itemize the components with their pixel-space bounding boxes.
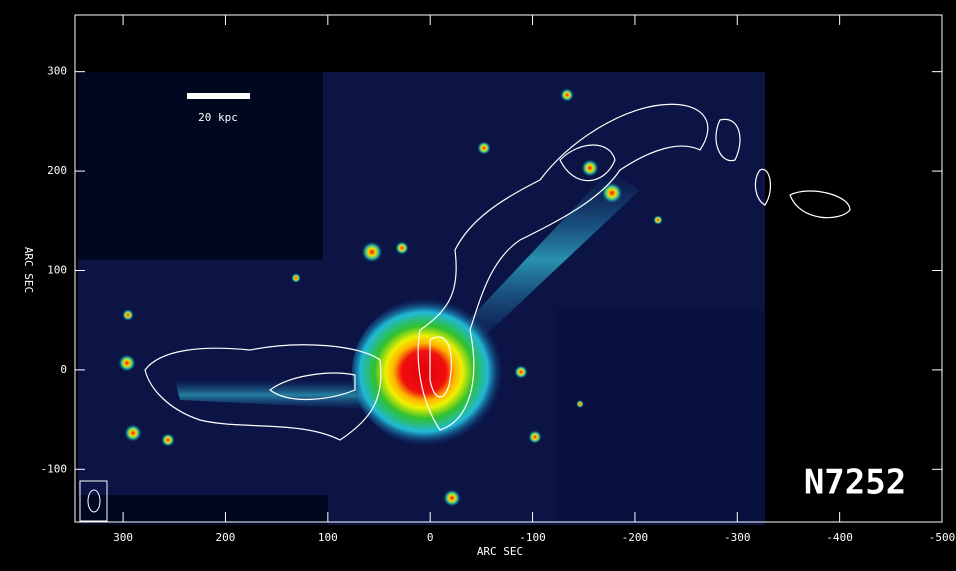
figure: 20 kpc N7252 ARC SEC ARC SEC 300 200 100 0 -…: [0, 0, 956, 571]
x-tick-label: 300: [113, 531, 133, 544]
y-tick-label: 200: [47, 164, 67, 177]
scale-label: 20 kpc: [198, 111, 238, 124]
y-tick-label: -100: [41, 462, 68, 475]
x-tick-label: -300: [724, 531, 751, 544]
scale-bar: [187, 93, 250, 99]
x-tick-label: -500: [929, 531, 956, 544]
y-tick-label: 100: [47, 263, 67, 276]
x-tick-label: -400: [826, 531, 853, 544]
x-axis-label: ARC SEC: [477, 545, 523, 558]
x-tick-label: 0: [427, 531, 434, 544]
x-tick-label: 200: [216, 531, 236, 544]
x-tick-label: -200: [622, 531, 649, 544]
y-tick-label: 300: [47, 65, 67, 78]
y-tick-label: 0: [60, 363, 67, 376]
x-tick-label: 100: [318, 531, 338, 544]
x-tick-label: -100: [519, 531, 546, 544]
sky-image: [78, 72, 850, 525]
object-name: N7252: [804, 463, 906, 503]
y-axis-label: ARC SEC: [22, 247, 35, 293]
